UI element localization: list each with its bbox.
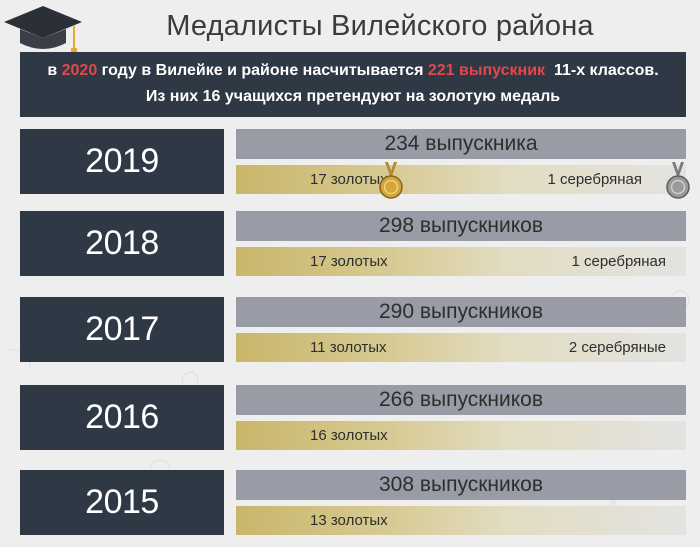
- intro-banner: в 2020 году в Вилейке и районе насчитыва…: [20, 52, 686, 117]
- page-title: Медалисты Вилейского района: [166, 10, 594, 42]
- gold-medals-count: 17 золотых: [310, 171, 388, 188]
- graduates-count: 266 выпускников: [236, 385, 686, 415]
- silver-medals-count: 1 серебряная: [547, 171, 642, 188]
- banner-count-highlight: 221 выпускник: [427, 62, 546, 79]
- graduates-count: 290 выпускников: [236, 297, 686, 327]
- gold-medals-count: 17 золотых: [310, 253, 388, 270]
- gold-medals-count: 13 золотых: [310, 512, 388, 529]
- medals-bar: 16 золотых: [236, 421, 686, 450]
- gold-medal-icon: [379, 162, 403, 199]
- gold-medals-count: 11 золотых: [310, 339, 387, 356]
- banner-line-2: Из них 16 учащихся претендуют на золотую…: [145, 88, 561, 105]
- year-row-2016: 2016 266 выпускников 16 золотых: [20, 385, 686, 450]
- year-label: 2017: [20, 297, 224, 362]
- year-label: 2016: [20, 385, 224, 450]
- medals-bar: 13 золотых: [236, 506, 686, 535]
- banner-text: 11-х классов.: [545, 62, 659, 79]
- silver-medal-icon: [666, 162, 690, 199]
- year-row-2019: 2019 234 выпускника 17 золотых 1 серебря…: [20, 129, 686, 194]
- banner-text: в: [47, 62, 62, 79]
- year-row-2018: 2018 298 выпускников 17 золотых 1 серебр…: [20, 211, 686, 276]
- banner-year-highlight: 2020: [61, 62, 98, 79]
- medals-bar: 11 золотых 2 серебряные: [236, 333, 686, 362]
- medals-bar: 17 золотых 1 серебряная: [236, 247, 686, 276]
- year-label: 2015: [20, 470, 224, 535]
- silver-medals-count: 1 серебряная: [571, 253, 666, 270]
- year-label: 2019: [20, 129, 224, 194]
- graduates-count: 298 выпускников: [236, 211, 686, 241]
- banner-text: году в Вилейке и районе насчитывается: [97, 62, 428, 79]
- year-row-2017: 2017 290 выпускников 11 золотых 2 серебр…: [20, 297, 686, 362]
- graduates-count: 234 выпускника: [236, 129, 686, 159]
- graduates-count: 308 выпускников: [236, 470, 686, 500]
- year-label: 2018: [20, 211, 224, 276]
- medals-bar: 17 золотых 1 серебряная: [236, 165, 686, 194]
- gold-medals-count: 16 золотых: [310, 427, 388, 444]
- year-row-2015: 2015 308 выпускников 13 золотых: [20, 470, 686, 535]
- banner-line-1: в 2020 году в Вилейке и районе насчитыва…: [20, 58, 686, 84]
- silver-medals-count: 2 серебряные: [568, 339, 666, 356]
